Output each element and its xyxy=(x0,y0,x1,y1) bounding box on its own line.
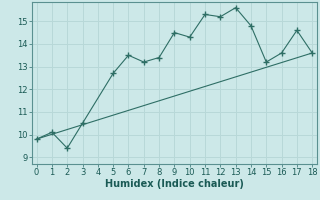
X-axis label: Humidex (Indice chaleur): Humidex (Indice chaleur) xyxy=(105,179,244,189)
